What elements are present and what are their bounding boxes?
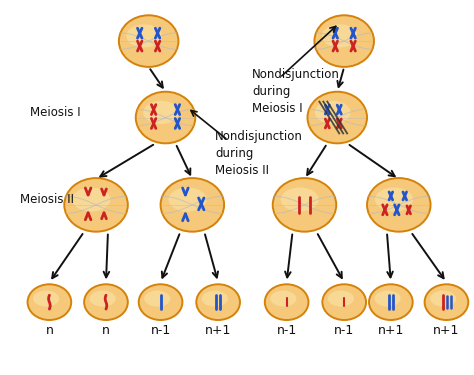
Ellipse shape (322, 24, 357, 48)
Ellipse shape (196, 284, 240, 320)
Ellipse shape (27, 284, 71, 320)
Text: n+1: n+1 (433, 324, 460, 337)
Ellipse shape (139, 284, 182, 320)
Ellipse shape (265, 284, 309, 320)
Ellipse shape (375, 188, 413, 211)
Text: n-1: n-1 (150, 324, 171, 337)
Ellipse shape (273, 178, 336, 232)
Ellipse shape (127, 24, 162, 48)
Ellipse shape (374, 291, 401, 307)
Text: n+1: n+1 (378, 324, 404, 337)
Ellipse shape (315, 101, 351, 124)
Ellipse shape (119, 15, 178, 67)
Ellipse shape (322, 284, 366, 320)
Ellipse shape (84, 284, 128, 320)
Text: Meiosis I: Meiosis I (29, 106, 80, 119)
Ellipse shape (144, 291, 170, 307)
Text: Meiosis II: Meiosis II (19, 194, 73, 206)
Text: Nondisjunction
during
Meiosis I: Nondisjunction during Meiosis I (252, 68, 340, 115)
Ellipse shape (33, 291, 59, 307)
Text: n: n (46, 324, 54, 337)
Text: n-1: n-1 (276, 324, 297, 337)
Ellipse shape (143, 101, 179, 124)
Ellipse shape (367, 178, 430, 232)
Ellipse shape (314, 15, 374, 67)
Ellipse shape (72, 188, 110, 211)
Text: n+1: n+1 (205, 324, 231, 337)
Text: n: n (102, 324, 110, 337)
Ellipse shape (90, 291, 116, 307)
Ellipse shape (202, 291, 228, 307)
Ellipse shape (425, 284, 468, 320)
Ellipse shape (328, 291, 354, 307)
Ellipse shape (161, 178, 224, 232)
Ellipse shape (270, 291, 296, 307)
Ellipse shape (430, 291, 456, 307)
Text: Nondisjunction
during
Meiosis II: Nondisjunction during Meiosis II (215, 130, 303, 177)
Ellipse shape (169, 188, 207, 211)
Text: n-1: n-1 (334, 324, 355, 337)
Ellipse shape (64, 178, 128, 232)
Ellipse shape (136, 92, 195, 143)
Ellipse shape (281, 188, 319, 211)
Ellipse shape (308, 92, 367, 143)
Ellipse shape (369, 284, 413, 320)
